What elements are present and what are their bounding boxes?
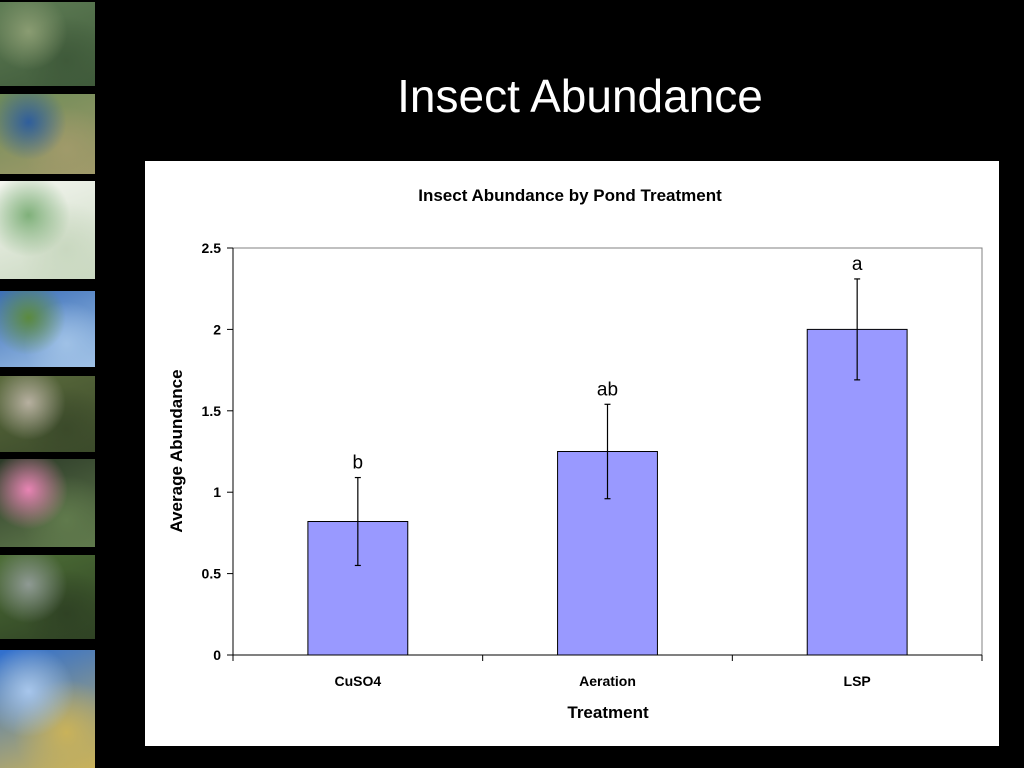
bar xyxy=(806,328,908,656)
site-map-photo xyxy=(0,181,95,279)
significance-label: a xyxy=(852,254,863,275)
sample-jar-photo xyxy=(0,650,95,768)
pond-vegetation-photo xyxy=(0,94,95,174)
thumbnail-strip xyxy=(0,0,96,768)
significance-label: b xyxy=(353,453,364,474)
lake-landscape-photo xyxy=(0,291,95,367)
y-tick-label: 0.5 xyxy=(202,566,222,582)
bar-chart: Insect Abundance by Pond Treatment Avera… xyxy=(167,186,983,722)
chart-title: Insect Abundance by Pond Treatment xyxy=(418,186,722,205)
y-axis-label: Average Abundance xyxy=(167,369,186,532)
y-tick-label: 2 xyxy=(213,321,221,337)
x-tick-label: LSP xyxy=(844,673,871,689)
slide-title: Insect Abundance xyxy=(397,70,763,122)
chart-area: Insect Abundance by Pond Treatment Avera… xyxy=(145,161,999,746)
x-tick-label: Aeration xyxy=(579,673,636,689)
x-tick-label: CuSO4 xyxy=(334,673,381,689)
water-lily-photo xyxy=(0,459,95,547)
algae-pond-photo xyxy=(0,2,95,86)
plot-area: 0 0.5 1 1.5 2 2.5 b CuSO4 ab Aeration a LSP xyxy=(202,240,983,689)
x-axis-label: Treatment xyxy=(567,703,649,722)
significance-label: ab xyxy=(597,379,618,400)
y-tick-label: 2.5 xyxy=(202,240,222,256)
y-tick-label: 0 xyxy=(213,647,221,663)
fish-photo xyxy=(0,555,95,639)
y-tick-label: 1.5 xyxy=(202,403,222,419)
y-tick-label: 1 xyxy=(213,484,221,500)
researcher-sampling-photo xyxy=(0,376,95,452)
